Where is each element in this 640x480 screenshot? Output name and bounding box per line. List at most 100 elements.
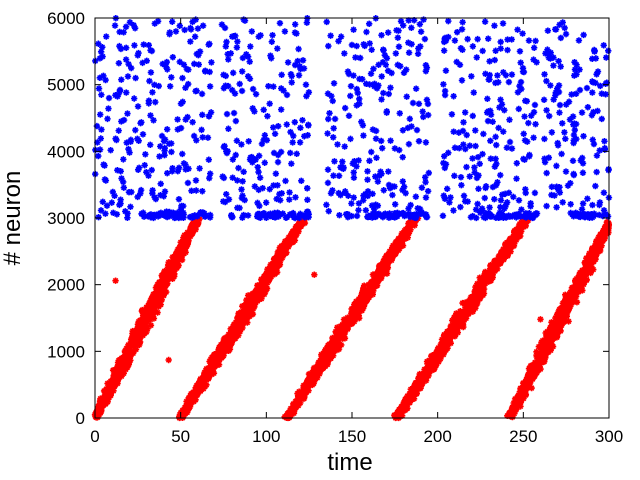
- spike-point-excitatory: [97, 409, 104, 417]
- spike-point-inhibitory: [152, 98, 159, 106]
- spike-point-excitatory: [603, 228, 611, 235]
- spike-point-excitatory: [551, 326, 558, 334]
- spike-point-excitatory: [150, 301, 157, 308]
- spike-point-excitatory: [586, 250, 593, 257]
- spike-point-excitatory: [447, 339, 454, 347]
- spike-point-excitatory: [191, 223, 198, 231]
- spike-point-excitatory: [326, 349, 333, 357]
- spike-point-excitatory: [330, 336, 338, 343]
- spike-point-excitatory: [134, 325, 141, 332]
- spike-point-inhibitory: [101, 176, 109, 183]
- spike-point-inhibitory: [243, 51, 250, 58]
- spike-point-inhibitory: [287, 128, 294, 136]
- spike-point-inhibitory: [161, 144, 168, 152]
- spike-point-excitatory: [431, 365, 438, 373]
- spike-point-excitatory: [359, 285, 367, 293]
- spike-point-excitatory: [136, 338, 144, 346]
- spike-point-inhibitory: [192, 16, 199, 23]
- spike-point-excitatory: [351, 318, 358, 325]
- spike-point-excitatory: [243, 296, 250, 304]
- spike-point-inhibitory: [124, 210, 131, 217]
- spike-point-excitatory: [590, 257, 598, 264]
- spike-point-inhibitory: [287, 149, 294, 157]
- spike-point-inhibitory: [238, 141, 245, 148]
- spike-point-excitatory: [500, 254, 508, 262]
- spike-point-inhibitory: [284, 59, 292, 66]
- spike-point-excitatory: [407, 396, 415, 404]
- spike-point-excitatory: [510, 242, 518, 250]
- spike-point-excitatory: [264, 266, 271, 273]
- spike-point-inhibitory: [95, 152, 102, 160]
- spike-point-excitatory: [510, 403, 518, 410]
- spike-point-inhibitory: [109, 188, 117, 196]
- spike-point-excitatory: [411, 382, 418, 389]
- spike-point-inhibitory: [260, 106, 267, 114]
- spike-point-inhibitory: [164, 66, 171, 73]
- spike-point-inhibitory: [94, 139, 101, 146]
- spike-point-inhibitory: [266, 185, 273, 193]
- spike-point-excitatory: [315, 366, 322, 373]
- spike-point-inhibitory: [172, 28, 180, 35]
- spike-point-excitatory: [294, 395, 301, 403]
- spike-point-inhibitory: [270, 83, 277, 90]
- spike-point-inhibitory: [125, 145, 132, 153]
- spike-point-inhibitory: [305, 89, 313, 96]
- spike-point-inhibitory: [220, 174, 228, 182]
- spike-point-inhibitory: [179, 98, 186, 105]
- spike-point-excitatory: [180, 240, 187, 248]
- spike-point-inhibitory: [161, 188, 169, 195]
- spike-point-excitatory: [557, 327, 564, 335]
- spike-point-inhibitory: [125, 60, 132, 68]
- spike-point-inhibitory: [252, 91, 260, 98]
- spike-point-inhibitory: [234, 38, 241, 45]
- spike-point-inhibitory: [159, 60, 166, 68]
- spike-point-inhibitory: [140, 213, 148, 220]
- spike-point-inhibitory: [174, 167, 182, 175]
- spike-point-inhibitory: [297, 65, 304, 73]
- spike-point-inhibitory: [190, 132, 198, 140]
- spike-point-inhibitory: [198, 126, 205, 134]
- spike-point-inhibitory: [122, 23, 130, 31]
- spike-point-excitatory: [454, 323, 461, 331]
- spike-point-excitatory: [311, 271, 318, 278]
- spike-point-inhibitory: [116, 28, 123, 36]
- spike-point-excitatory: [335, 335, 343, 342]
- spike-point-excitatory: [349, 309, 356, 316]
- spike-point-inhibitory: [208, 59, 215, 66]
- spike-point-excitatory: [459, 314, 466, 322]
- spike-point-excitatory: [295, 220, 302, 228]
- spike-point-inhibitory: [292, 194, 299, 201]
- spike-point-excitatory: [409, 218, 417, 226]
- spike-point-excitatory: [239, 303, 246, 310]
- spike-point-inhibitory: [132, 126, 139, 134]
- spike-point-excitatory: [341, 328, 349, 336]
- spike-point-excitatory: [176, 411, 184, 418]
- spike-point-inhibitory: [270, 149, 278, 157]
- spike-point-excitatory: [284, 242, 292, 249]
- spike-point-excitatory: [596, 246, 604, 253]
- spike-point-inhibitory: [120, 156, 127, 163]
- spike-point-excitatory: [246, 313, 253, 320]
- spike-point-inhibitory: [241, 196, 248, 204]
- spike-point-excitatory: [398, 407, 405, 415]
- spike-point-inhibitory: [169, 18, 176, 25]
- spike-point-inhibitory: [198, 90, 206, 98]
- spike-point-excitatory: [471, 288, 478, 295]
- spike-point-excitatory: [370, 281, 378, 289]
- spike-point-excitatory: [572, 287, 580, 295]
- spike-point-excitatory: [517, 403, 524, 410]
- spike-point-excitatory: [536, 351, 543, 358]
- spike-point-excitatory: [302, 387, 309, 394]
- spike-point-excitatory: [371, 274, 378, 282]
- spike-point-excitatory: [508, 412, 515, 420]
- spike-point-inhibitory: [229, 156, 237, 163]
- spike-point-inhibitory: [152, 195, 160, 203]
- spike-point-excitatory: [122, 351, 129, 358]
- spike-point-inhibitory: [223, 191, 230, 198]
- spike-point-inhibitory: [182, 116, 189, 123]
- spike-point-inhibitory: [274, 158, 282, 166]
- spike-point-excitatory: [357, 304, 364, 311]
- spike-point-excitatory: [464, 310, 472, 318]
- spike-point-inhibitory: [287, 70, 295, 78]
- spike-point-inhibitory: [193, 137, 200, 144]
